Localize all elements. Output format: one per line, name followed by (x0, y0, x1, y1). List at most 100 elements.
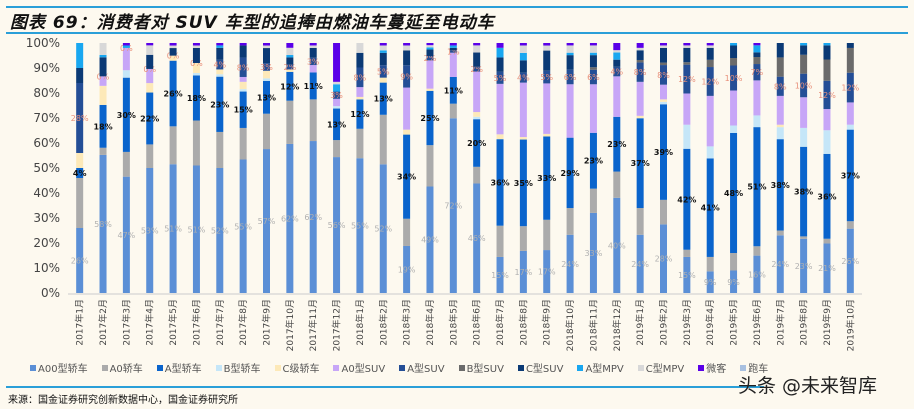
bar-segment (519, 82, 527, 138)
data-label: 16% (748, 270, 766, 279)
data-label: 10% (795, 81, 813, 90)
bar-segment (403, 45, 411, 51)
bar-segment (309, 43, 317, 46)
bar-segment (426, 45, 434, 48)
bar-segment (122, 176, 130, 293)
y-tick-label: 100% (26, 36, 60, 50)
bar-segment (379, 164, 387, 293)
bar-segment (496, 83, 504, 135)
data-label: 15% (491, 271, 509, 280)
bar-segment (683, 47, 691, 63)
bar-segment (660, 224, 667, 293)
bar-segment (286, 64, 294, 70)
legend-item: C型MPV (637, 360, 684, 375)
figure-title: 图表 69：消费者对 SUV 车型的追捧由燃油车蔓延至电动车 (10, 13, 495, 33)
bar-segment (543, 83, 551, 134)
bar-segment (543, 219, 551, 251)
bar-segment (192, 165, 200, 293)
bar-segment (333, 106, 341, 109)
data-label: 18% (93, 122, 112, 131)
data-label: 56% (328, 221, 346, 230)
legend-label: B型SUV (466, 364, 504, 375)
data-label: 40% (608, 241, 626, 250)
bar-segment (169, 126, 177, 165)
bar-segment (356, 67, 364, 88)
legend-label: A0轿车 (109, 364, 143, 375)
x-tick-label: 2018年4月 (424, 299, 436, 346)
bar-segment (263, 43, 270, 46)
bar-segment (473, 71, 481, 113)
bar-segment (613, 76, 621, 117)
bar-segment (706, 146, 714, 159)
legend-item: A型MPV (577, 360, 624, 375)
legend-item: A00型轿车 (30, 360, 88, 375)
y-tick-label: 20% (33, 236, 60, 250)
bar-segment (823, 153, 831, 239)
bar-segment (543, 70, 551, 84)
bar-segment (496, 256, 504, 293)
bar-segment (449, 43, 457, 46)
data-label: 0% (143, 65, 156, 74)
bar-segment (263, 45, 270, 49)
bar-segment (333, 157, 341, 293)
data-label: 18% (187, 94, 206, 103)
y-tick-label: 70% (33, 111, 60, 125)
bar-segment (613, 171, 621, 198)
y-tick-label: 50% (33, 161, 60, 175)
data-label: 52% (374, 225, 392, 234)
bar-segment (239, 127, 247, 160)
x-tick-label: 2017年6月 (190, 299, 202, 346)
legend-item: A0轿车 (101, 360, 143, 375)
bar-segment (99, 147, 107, 155)
bar-segment (403, 65, 411, 88)
bar-segment (216, 168, 224, 293)
data-label: 20% (467, 139, 486, 148)
bar-segment (263, 149, 270, 293)
bar-segment (496, 43, 504, 48)
bar-segment (706, 271, 714, 293)
bar-segment (566, 43, 574, 46)
bar-segment (379, 50, 387, 53)
data-label: 1% (447, 47, 460, 56)
x-tick-label: 2017年12月 (331, 299, 343, 351)
bar-segment (613, 59, 621, 67)
bar-segment (496, 139, 504, 226)
bar-segment (286, 69, 294, 72)
x-tick-label: 2019年7月 (774, 299, 786, 346)
data-label: 34% (397, 173, 416, 182)
bar-segment (683, 62, 691, 65)
bar-segment (449, 118, 457, 293)
bar-segment (146, 92, 154, 145)
bar-segment (660, 104, 667, 200)
data-label: 21% (818, 264, 836, 273)
bar-segment (636, 59, 644, 63)
bar-segment (613, 197, 621, 293)
legend-label: A型SUV (407, 364, 445, 375)
bar-segment (192, 43, 200, 46)
data-label: 6% (587, 73, 600, 82)
bar-segment (473, 112, 481, 117)
data-label: 51% (164, 225, 182, 234)
data-label: 17% (538, 268, 556, 277)
data-label: 3% (330, 91, 343, 100)
x-tick-label: 2017年7月 (214, 299, 226, 346)
bar-segment (660, 47, 667, 63)
bar-segment (823, 130, 831, 154)
data-label: 12% (678, 75, 696, 84)
top-rule (6, 6, 908, 8)
bar-segment (169, 43, 177, 46)
bar-segment (800, 73, 808, 98)
bar-segment (566, 208, 574, 235)
data-label: 11% (304, 82, 323, 91)
bar-segment (263, 113, 270, 150)
bar-segment (753, 127, 761, 247)
bar-segment (449, 50, 457, 53)
bar-segment (403, 134, 411, 219)
data-label: 4% (517, 74, 530, 83)
bar-segment (706, 47, 714, 60)
bar-segment (776, 57, 784, 77)
x-tick-label: 2017年5月 (167, 299, 179, 346)
data-label: 4% (213, 61, 226, 70)
title-rule (6, 32, 908, 34)
bar-segment (519, 60, 527, 73)
